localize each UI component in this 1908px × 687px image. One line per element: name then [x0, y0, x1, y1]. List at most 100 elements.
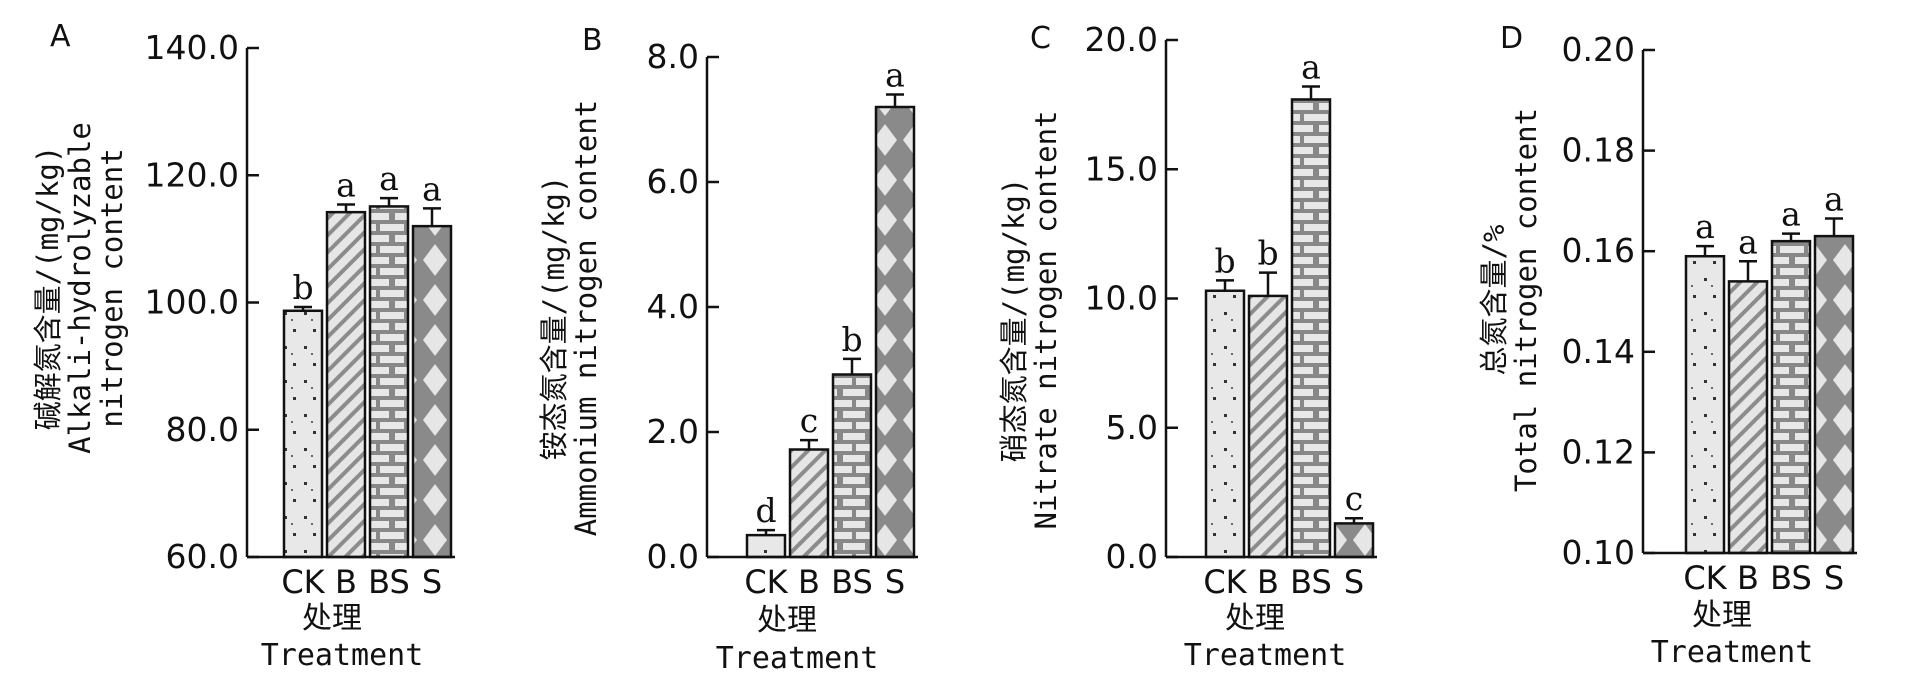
significance-letter: a [379, 159, 399, 198]
panel-b: B 铵态氮含量/(mg/kg) Ammonium nitrogen conten… [537, 23, 918, 676]
x-axis-label-en: Treatment [716, 641, 879, 676]
category-label: S [422, 563, 442, 601]
significance-letter: c [1345, 479, 1363, 518]
panel-a: A 碱解氮含量/(mg/kg) Alkali-hydrolyzable nitr… [31, 19, 455, 673]
significance-letter: a [1781, 195, 1801, 234]
y-tick-label: 0.18 [1562, 131, 1635, 170]
significance-letter: a [1695, 207, 1715, 246]
bar-ck [1204, 289, 1246, 559]
y-tick-label: 60.0 [166, 537, 239, 576]
significance-letter: b [292, 268, 313, 307]
significance-letter: a [1824, 180, 1844, 219]
bar-bs [831, 373, 873, 559]
panel-c: C 硝态氮含量/(mg/kg) Nitrate nitrogen content… [997, 20, 1377, 673]
y-tick-label: 20.0 [1085, 20, 1158, 59]
panel-d: D 总氮含量/% Total nitrogen content a CK a Ba BS… [1477, 21, 1857, 670]
y-tick-label: 10.0 [1085, 279, 1158, 318]
panel-letter: A [50, 19, 71, 54]
y-axis-label-line-2: Alkali-hydrolyzable [63, 122, 97, 454]
y-tick-label: 0.0 [1106, 537, 1158, 576]
y-axis-label: 总氮含量/% Total nitrogen content [1477, 108, 1543, 492]
category-label: CK [1203, 563, 1247, 601]
bar-s [1333, 522, 1375, 559]
panel-letter: D [1500, 21, 1523, 56]
bar-b [1247, 294, 1289, 559]
bar-bs [368, 205, 410, 559]
category-label: CK [1683, 559, 1727, 597]
bar-s [411, 224, 453, 559]
y-axis-label-line-1: 硝态氮含量/(mg/kg) [997, 178, 1031, 463]
y-tick-label: 0.12 [1562, 432, 1635, 471]
y-tick-label: 140.0 [145, 28, 239, 67]
bar-bs [1290, 98, 1332, 559]
y-axis-label: 碱解氮含量/(mg/kg) Alkali-hydrolyzable nitrog… [31, 122, 129, 454]
category-label: B [798, 563, 820, 601]
bar-b [788, 448, 830, 559]
y-tick-label: 6.0 [647, 162, 699, 201]
y-tick-label: 0.20 [1562, 30, 1635, 69]
y-axis-label: 铵态氮含量/(mg/kg) Ammonium nitrogen content [537, 100, 603, 537]
y-tick-label: 80.0 [166, 410, 239, 449]
y-tick-label: 120.0 [145, 155, 239, 194]
y-tick-label: 0.14 [1562, 332, 1635, 371]
bar-s [1813, 234, 1855, 555]
y-tick-label: 2.0 [647, 412, 699, 451]
category-label: B [1737, 559, 1759, 597]
y-axis-label-line-1: 碱解氮含量/(mg/kg) [31, 146, 65, 431]
category-label: CK [281, 563, 325, 601]
category-label: S [1344, 563, 1364, 601]
plot-area: b CK b Ba BS c S 0.0 5.0 10.0 15.0 20.0 [1085, 20, 1377, 601]
bar-b [325, 210, 367, 559]
bar-ck [282, 309, 324, 559]
y-tick-label: 0.16 [1562, 231, 1635, 270]
category-label: B [1257, 563, 1279, 601]
y-axis-label-line-2: Nitrate nitrogen content [1029, 110, 1063, 529]
x-axis-label-en: Treatment [261, 638, 424, 673]
significance-letter: a [422, 169, 442, 208]
category-label: B [335, 563, 357, 601]
y-tick-label: 100.0 [145, 283, 239, 322]
y-axis-label: 硝态氮含量/(mg/kg) Nitrate nitrogen content [997, 110, 1063, 529]
plot-area: d CK c Bb BS a S 0.0 2.0 4.0 6.0 8.0 [647, 37, 918, 601]
panel-letter: C [1030, 21, 1051, 56]
category-label: BS [831, 563, 873, 601]
significance-letter: d [755, 491, 776, 530]
significance-letter: a [885, 56, 905, 95]
category-label: S [1824, 559, 1844, 597]
significance-letter: a [1301, 48, 1321, 87]
category-label: S [885, 563, 905, 601]
y-axis-label-line-1: 总氮含量/% [1477, 225, 1511, 376]
y-axis-label-line-2: Ammonium nitrogen content [569, 100, 603, 537]
x-axis-label-cn: 处理 [757, 603, 817, 638]
bar-bs [1770, 239, 1812, 555]
x-axis-label-en: Treatment [1651, 635, 1814, 670]
y-axis-label-line-1: 铵态氮含量/(mg/kg) [537, 176, 571, 461]
y-tick-label: 15.0 [1085, 149, 1158, 188]
x-axis-label-en: Treatment [1184, 638, 1347, 673]
x-axis-label-cn: 处理 [1692, 598, 1752, 633]
bar-ck [1684, 254, 1726, 555]
significance-letter: b [841, 320, 862, 359]
significance-letter: a [336, 166, 356, 205]
category-label: CK [744, 563, 788, 601]
bar-ck [745, 533, 787, 559]
category-label: BS [368, 563, 410, 601]
plot-area: b CK a Ba BS a S 60.0 80.0 100.0 120.0 140.0 [145, 28, 455, 601]
plot-area: a CK a Ba BS a S 0.10 0.12 0.14 0.16 0.18 0.20 [1562, 30, 1857, 597]
y-axis-label-line-3: nitrogen content [95, 148, 129, 427]
y-tick-label: 8.0 [647, 37, 699, 76]
y-tick-label: 4.0 [647, 287, 699, 326]
y-tick-label: 0.0 [647, 537, 699, 576]
x-axis-label-cn: 处理 [1225, 601, 1285, 636]
panel-letter: B [582, 23, 603, 58]
bar-s [874, 105, 916, 559]
category-label: BS [1770, 559, 1812, 597]
bar-b [1727, 280, 1769, 555]
x-axis-label-cn: 处理 [302, 601, 362, 636]
significance-letter: c [800, 401, 818, 440]
significance-letter: b [1214, 241, 1235, 280]
significance-letter: b [1257, 234, 1278, 273]
y-tick-label: 5.0 [1106, 408, 1158, 447]
y-axis-label-line-2: Total nitrogen content [1509, 108, 1543, 492]
